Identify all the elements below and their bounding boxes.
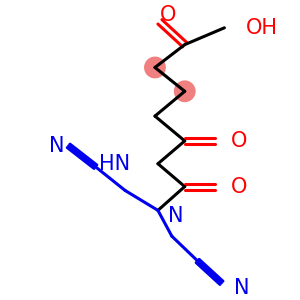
Text: N: N: [168, 206, 183, 226]
Text: HN: HN: [99, 154, 130, 174]
Circle shape: [144, 57, 166, 78]
Text: N: N: [49, 136, 64, 156]
Circle shape: [174, 80, 196, 102]
Text: OH: OH: [246, 18, 278, 38]
Text: O: O: [231, 131, 248, 151]
Text: O: O: [160, 5, 176, 25]
Text: N: N: [234, 278, 250, 298]
Text: O: O: [231, 177, 248, 196]
